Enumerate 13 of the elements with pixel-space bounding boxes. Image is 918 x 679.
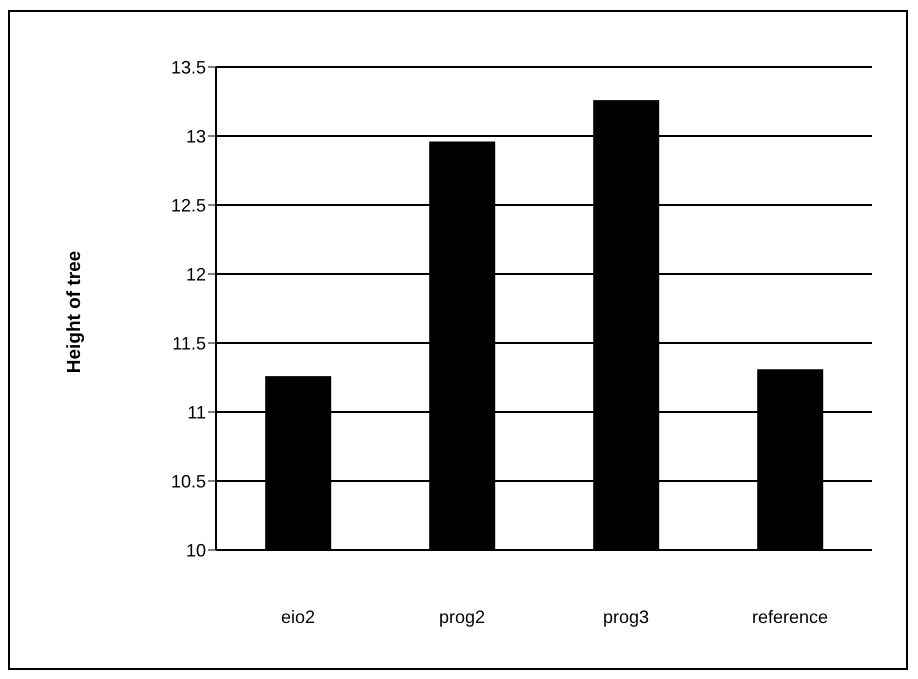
x-tick-label: prog2 [438, 606, 486, 627]
y-tick-label: 12.5 [170, 195, 206, 216]
x-tick-label: reference [752, 606, 828, 627]
y-tick-label: 10.5 [170, 471, 206, 492]
y-tick-label: 11.5 [172, 333, 206, 354]
y-tick-label: 13 [186, 126, 206, 146]
y-tick-label: 13.5 [170, 57, 206, 78]
y-axis-title: Height of tree [64, 250, 86, 374]
y-tick-label: 12 [186, 264, 206, 284]
y-tick-label: 11 [187, 402, 206, 422]
y-tick-label: 10 [186, 540, 206, 560]
x-tick-label: prog3 [602, 606, 650, 627]
x-tick-label: eio2 [280, 606, 316, 627]
